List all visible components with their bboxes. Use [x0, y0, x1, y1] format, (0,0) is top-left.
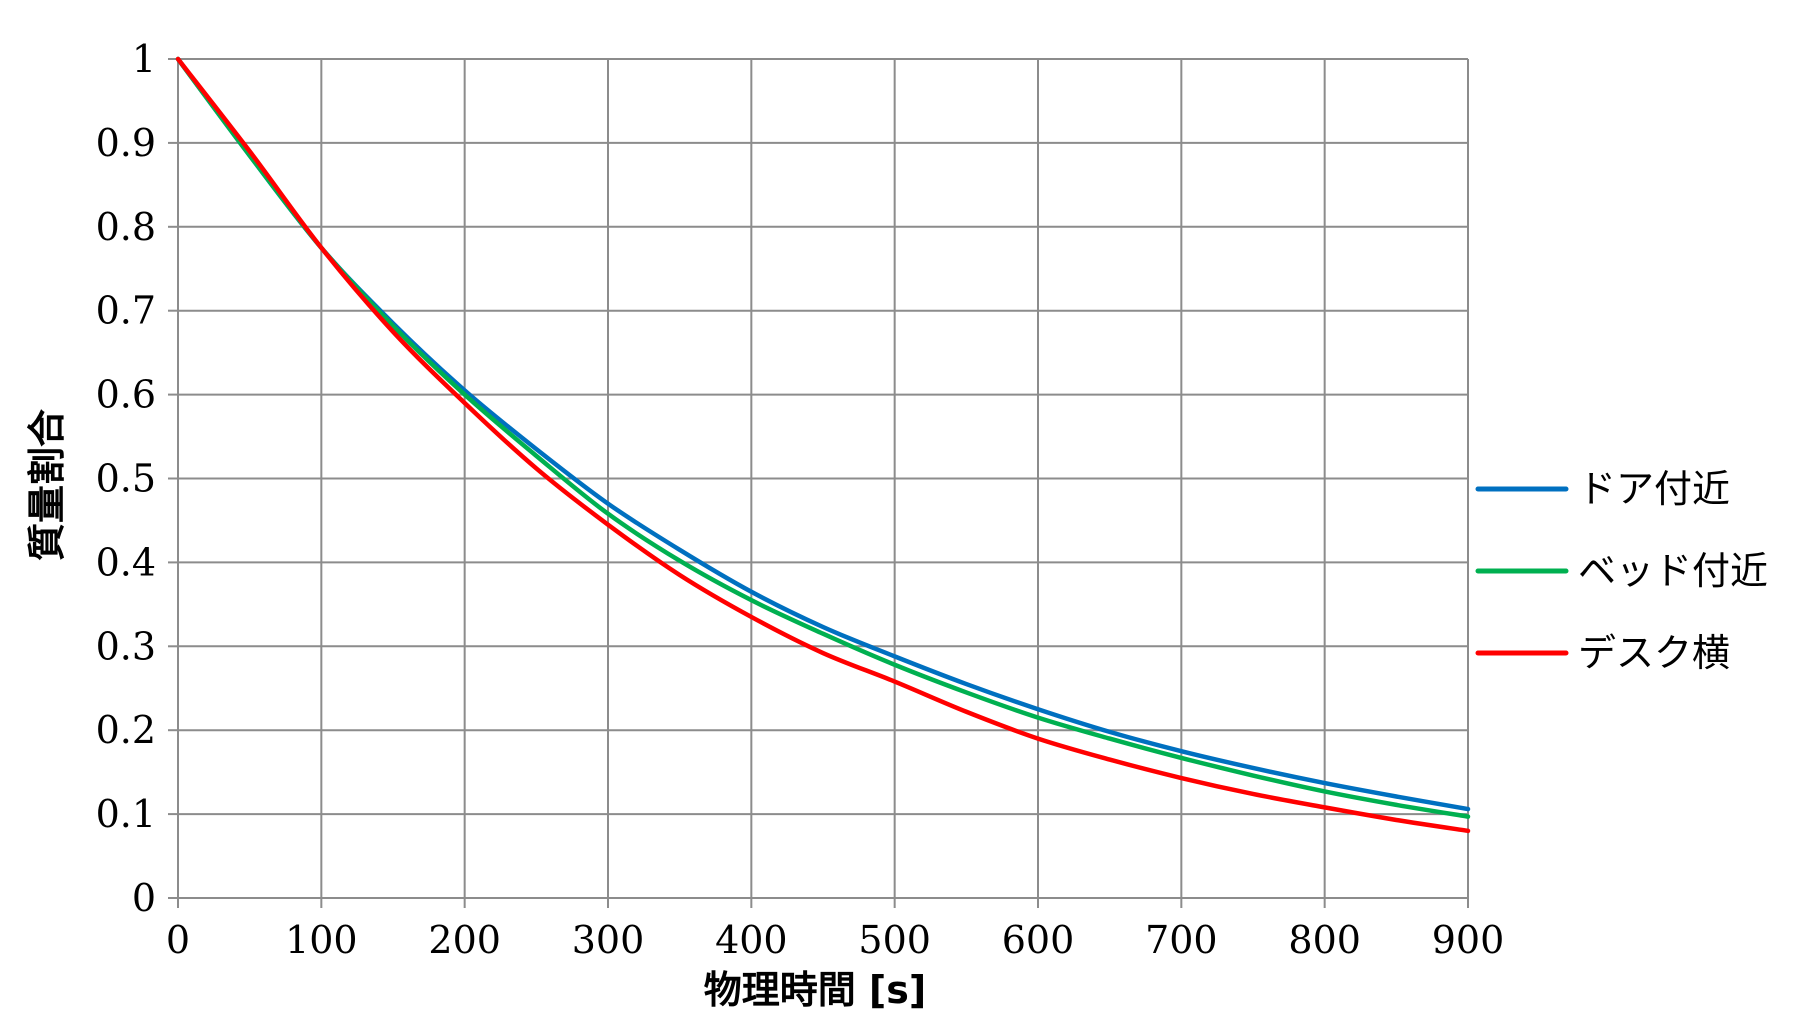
- series-line-bed: [175, 56, 1471, 819]
- tick-labels: 0 0.1 0.2 0.3 0.4 0.5 0.6 0.7 0.8 0.9 1 0 100 200 300 4…: [96, 37, 1505, 962]
- x-tick-label: 600: [1002, 918, 1075, 962]
- x-tick-label: 300: [572, 918, 645, 962]
- x-tick-label: 500: [858, 918, 931, 962]
- x-tick-label: 400: [715, 918, 788, 962]
- y-tick-label: 0.8: [96, 205, 156, 249]
- x-tick-label: 100: [285, 918, 358, 962]
- y-tick-label: 0.5: [96, 457, 156, 501]
- y-tick-label: 0.1: [96, 792, 156, 836]
- x-tick-label: 700: [1145, 918, 1218, 962]
- series-line-door: [175, 56, 1471, 812]
- y-tick-label: 1: [132, 37, 156, 81]
- y-tick-label: 0.4: [96, 540, 156, 584]
- y-tick-label: 0.7: [96, 289, 156, 333]
- legend-label-door: ドア付近: [1578, 467, 1730, 511]
- y-tick-label: 0.2: [96, 708, 156, 752]
- x-tick-label: 0: [166, 918, 190, 962]
- y-tick-label: 0.3: [96, 624, 156, 668]
- y-tick-label: 0.9: [96, 121, 156, 165]
- series-group: [175, 56, 1471, 834]
- x-tick-label: 200: [428, 918, 501, 962]
- axes: [168, 58, 1469, 908]
- y-tick-label: 0.6: [96, 373, 156, 417]
- x-tick-label: 900: [1432, 918, 1505, 962]
- series-line-desk: [175, 56, 1471, 834]
- y-axis-title: 質量割合: [25, 409, 69, 561]
- legend-label-desk: デスク横: [1578, 631, 1730, 675]
- y-tick-label: 0: [132, 876, 156, 920]
- x-tick-label: 800: [1288, 918, 1361, 962]
- x-axis-title: 物理時間 [s]: [704, 968, 927, 1012]
- legend-label-bed: ベッド付近: [1578, 549, 1768, 593]
